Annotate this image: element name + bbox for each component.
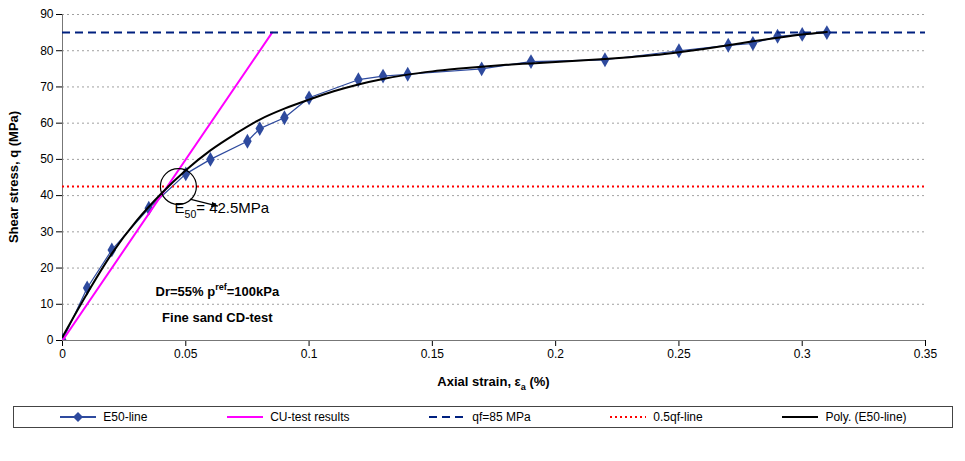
svg-text:0.2: 0.2 xyxy=(547,347,564,361)
html-text:Poly. (E50-line): Poly. (E50-line) xyxy=(825,410,907,424)
svg-text:0: 0 xyxy=(47,333,54,347)
svg-text:Fine sand CD-test: Fine sand CD-test xyxy=(162,310,273,325)
svg-text:0: 0 xyxy=(59,347,66,361)
svg-text:0.25: 0.25 xyxy=(667,347,691,361)
svg-text:0.05: 0.05 xyxy=(174,347,198,361)
html-text:E50-line: E50-line xyxy=(103,410,148,424)
svg-text:0.15: 0.15 xyxy=(421,347,445,361)
svg-text:Dr=55% pref=100kPa: Dr=55% pref=100kPa xyxy=(156,282,280,299)
svg-text:0.1: 0.1 xyxy=(301,347,318,361)
html-text:qf=85 MPa: qf=85 MPa xyxy=(472,410,531,424)
svg-text:10: 10 xyxy=(40,297,54,311)
html-text:CU-test results: CU-test results xyxy=(270,410,350,424)
svg-text:30: 30 xyxy=(40,225,54,239)
svg-text:0.35: 0.35 xyxy=(914,347,938,361)
svg-text:Axial strain, εa (%): Axial strain, εa (%) xyxy=(437,374,549,392)
svg-text:90: 90 xyxy=(40,7,54,21)
svg-text:70: 70 xyxy=(40,80,54,94)
svg-text:60: 60 xyxy=(40,116,54,130)
html-text:0.5qf-line: 0.5qf-line xyxy=(653,410,703,424)
svg-text:80: 80 xyxy=(40,44,54,58)
svg-text:20: 20 xyxy=(40,261,54,275)
svg-text:50: 50 xyxy=(40,152,54,166)
svg-text:E50= 42.5MPa: E50= 42.5MPa xyxy=(175,199,270,220)
svg-text:0.3: 0.3 xyxy=(794,347,811,361)
svg-text:Shear stress, q (MPa): Shear stress, q (MPa) xyxy=(6,111,21,243)
svg-text:40: 40 xyxy=(40,188,54,202)
